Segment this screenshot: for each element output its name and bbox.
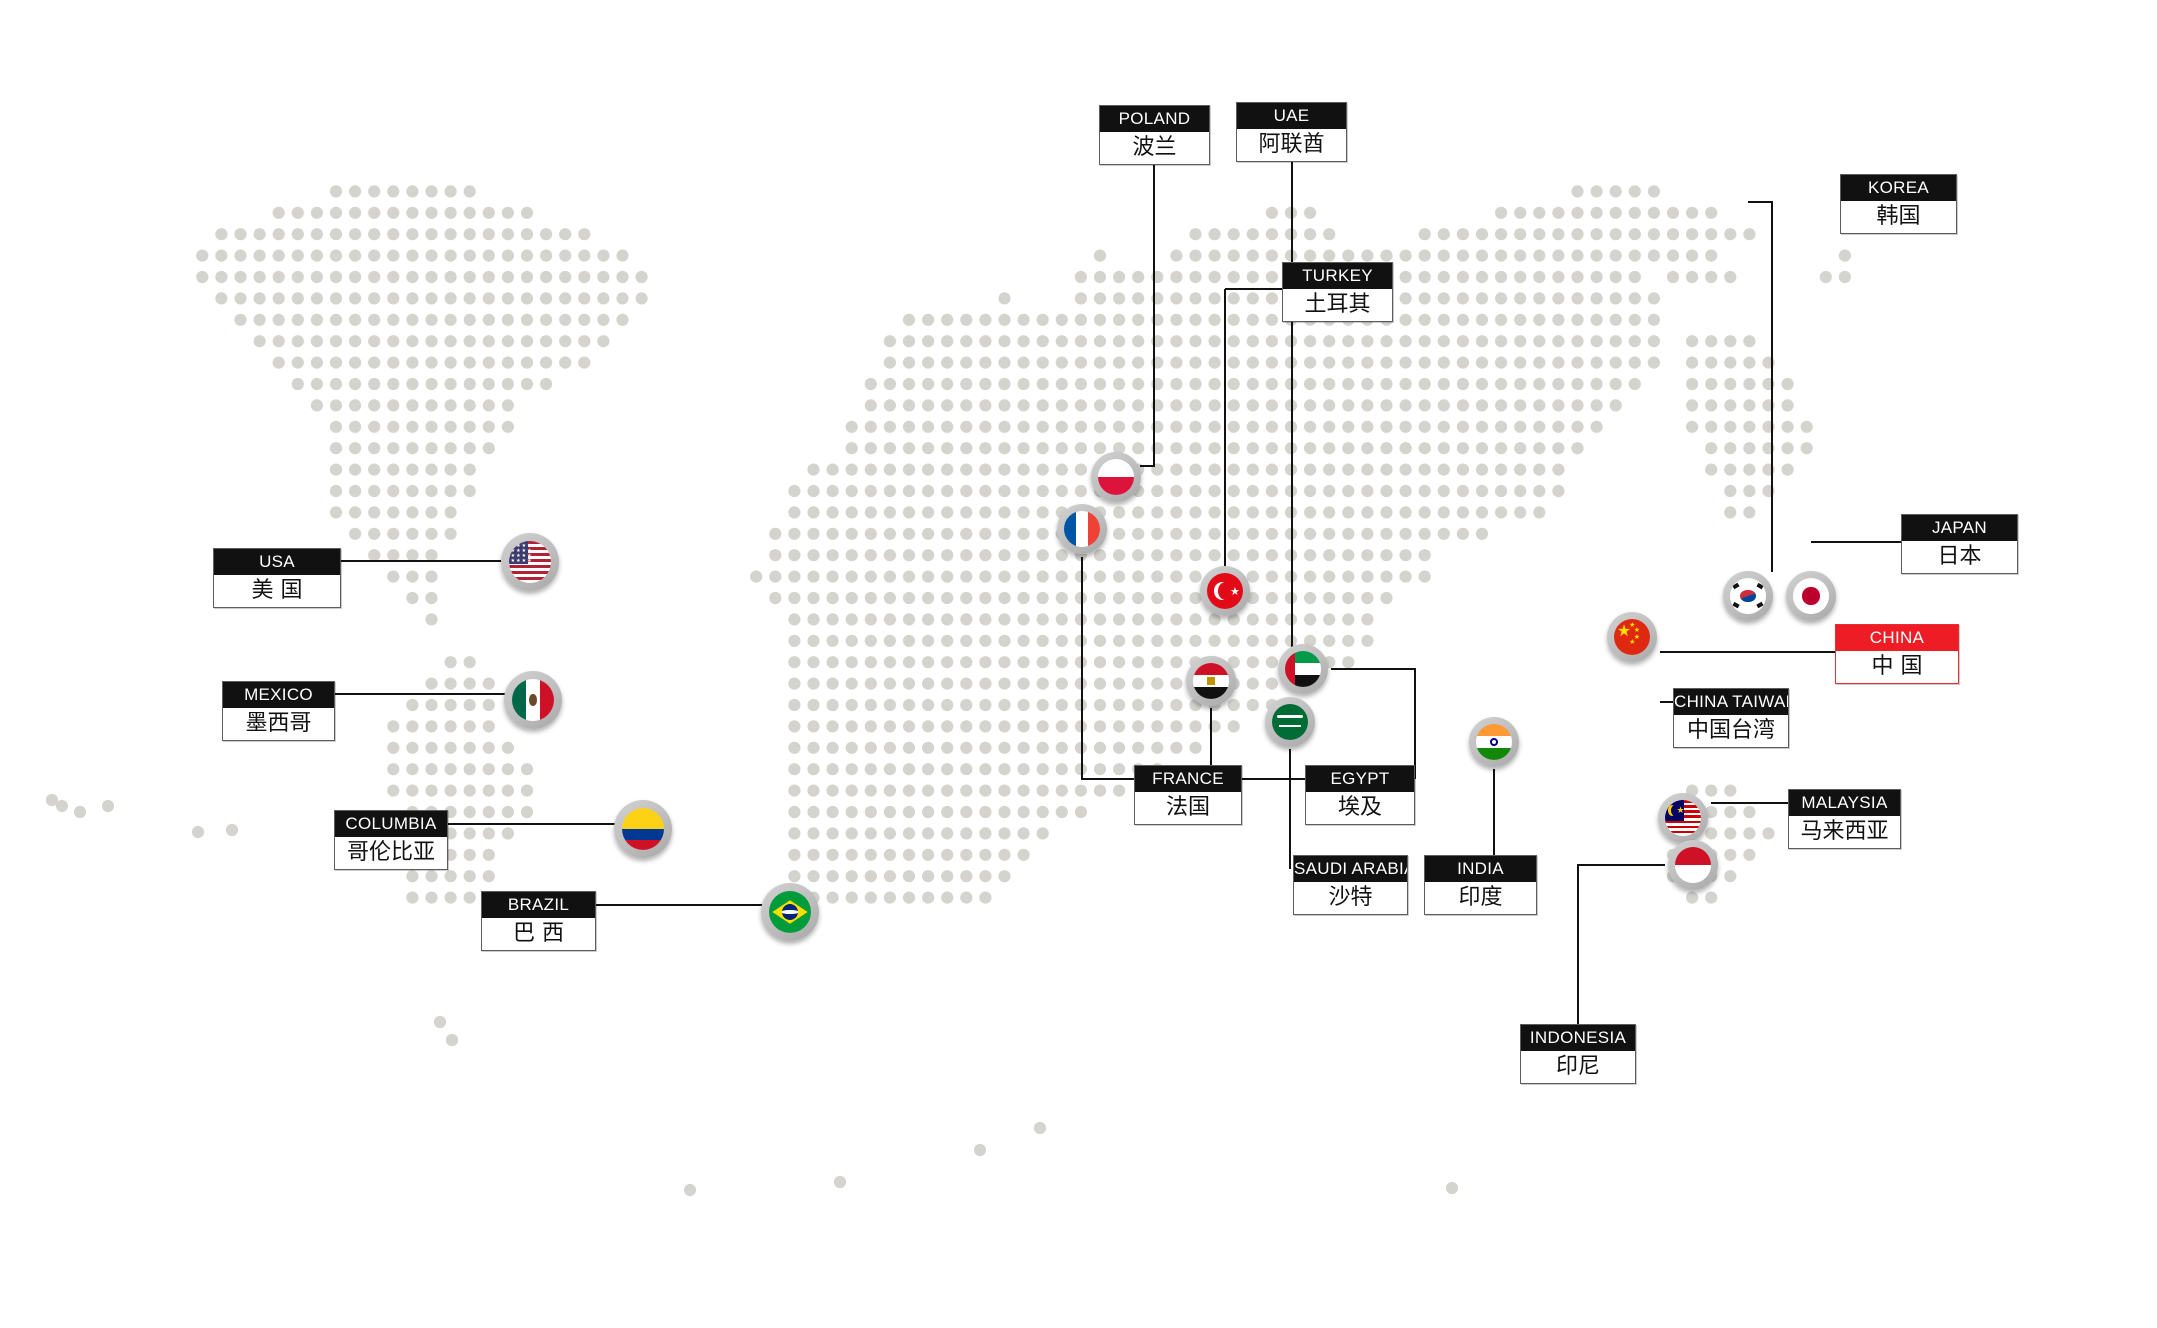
flag-marker-france[interactable] bbox=[1057, 504, 1107, 554]
flag-marker-columbia[interactable] bbox=[614, 800, 672, 858]
country-label-china[interactable]: CHINA 中 国 bbox=[1835, 624, 1959, 684]
france-flag bbox=[1064, 511, 1100, 547]
flag-marker-egypt[interactable] bbox=[1186, 656, 1236, 706]
china-flag: ★ ★ ★ ★ ★ bbox=[1614, 619, 1650, 655]
flag-marker-uae[interactable] bbox=[1278, 644, 1328, 694]
country-label-en-egypt: EGYPT bbox=[1306, 766, 1414, 792]
poland-flag bbox=[1098, 459, 1134, 495]
country-label-cn-columbia: 哥伦比亚 bbox=[346, 840, 435, 865]
country-label-cn-mexico: 墨西哥 bbox=[245, 711, 312, 736]
country-label-en-brazil: BRAZIL bbox=[482, 892, 595, 918]
flag-marker-turkey[interactable]: ★ bbox=[1200, 566, 1250, 616]
flag-marker-china[interactable]: ★ ★ ★ ★ ★ bbox=[1607, 612, 1657, 662]
india-flag bbox=[1476, 724, 1512, 760]
flag-marker-usa[interactable]: ★★★★ ★★★★ ★★★★ ★★★★ bbox=[501, 533, 559, 591]
country-label-en-malaysia: MALAYSIA bbox=[1789, 790, 1900, 816]
country-label-usa[interactable]: USA 美 国 bbox=[213, 548, 341, 608]
country-label-en-china: CHINA bbox=[1836, 625, 1958, 651]
country-label-cn-uae: 阿联酋 bbox=[1258, 132, 1325, 157]
country-label-en-india: INDIA bbox=[1425, 856, 1536, 882]
flag-marker-brazil[interactable] bbox=[761, 883, 819, 941]
country-label-korea[interactable]: KOREA 韩国 bbox=[1840, 174, 1957, 234]
country-label-en-mexico: MEXICO bbox=[223, 682, 334, 708]
flag-marker-malaysia[interactable]: ★ bbox=[1658, 793, 1708, 843]
country-label-cn-egypt: 埃及 bbox=[1337, 795, 1382, 820]
country-label-en-saudi-arabia: SAUDI ARABIA bbox=[1294, 856, 1407, 882]
japan-flag bbox=[1793, 578, 1829, 614]
country-label-cn-india: 印度 bbox=[1458, 885, 1503, 910]
country-label-egypt[interactable]: EGYPT 埃及 bbox=[1305, 765, 1415, 825]
malaysia-flag: ★ bbox=[1665, 800, 1701, 836]
country-label-en-indonesia: INDONESIA bbox=[1521, 1025, 1635, 1051]
brazil-flag bbox=[769, 891, 811, 933]
country-label-cn-china-taiwan: 中国台湾 bbox=[1686, 718, 1775, 743]
country-label-cn-turkey: 土耳其 bbox=[1304, 292, 1371, 317]
country-label-china-taiwan[interactable]: CHINA TAIWAN 中国台湾 bbox=[1673, 688, 1789, 748]
saudi-arabia-flag bbox=[1272, 704, 1308, 740]
country-label-japan[interactable]: JAPAN 日本 bbox=[1901, 514, 2018, 574]
turkey-flag: ★ bbox=[1207, 573, 1243, 609]
flag-marker-poland[interactable] bbox=[1091, 452, 1141, 502]
country-label-saudi-arabia[interactable]: SAUDI ARABIA 沙特 bbox=[1293, 855, 1408, 915]
country-label-cn-china: 中 国 bbox=[1871, 654, 1923, 679]
korea-flag bbox=[1730, 578, 1766, 614]
country-label-en-turkey: TURKEY bbox=[1283, 263, 1392, 289]
country-label-en-japan: JAPAN bbox=[1902, 515, 2017, 541]
country-label-en-poland: POLAND bbox=[1100, 106, 1209, 132]
country-label-en-china-taiwan: CHINA TAIWAN bbox=[1674, 689, 1788, 715]
country-label-malaysia[interactable]: MALAYSIA 马来西亚 bbox=[1788, 789, 1901, 849]
usa-flag: ★★★★ ★★★★ ★★★★ ★★★★ bbox=[509, 541, 551, 583]
flag-marker-japan[interactable] bbox=[1786, 571, 1836, 621]
country-label-en-columbia: COLUMBIA bbox=[335, 811, 447, 837]
country-label-columbia[interactable]: COLUMBIA 哥伦比亚 bbox=[334, 810, 448, 870]
country-label-cn-brazil: 巴 西 bbox=[513, 921, 564, 946]
flag-marker-mexico[interactable] bbox=[504, 671, 562, 729]
country-label-cn-indonesia: 印尼 bbox=[1555, 1054, 1600, 1079]
country-label-cn-japan: 日本 bbox=[1937, 544, 1982, 569]
country-label-cn-korea: 韩国 bbox=[1876, 204, 1921, 229]
flag-marker-saudi-arabia[interactable] bbox=[1265, 697, 1315, 747]
egypt-flag bbox=[1193, 663, 1229, 699]
uae-flag bbox=[1285, 651, 1321, 687]
country-label-en-uae: UAE bbox=[1237, 103, 1346, 129]
indonesia-flag bbox=[1675, 847, 1711, 883]
flag-marker-india[interactable] bbox=[1469, 717, 1519, 767]
country-label-en-france: FRANCE bbox=[1135, 766, 1241, 792]
country-label-uae[interactable]: UAE 阿联酋 bbox=[1236, 102, 1347, 162]
country-label-cn-malaysia: 马来西亚 bbox=[1800, 819, 1889, 844]
mexico-flag bbox=[512, 679, 554, 721]
country-label-en-usa: USA bbox=[214, 549, 340, 575]
columbia-flag bbox=[622, 808, 664, 850]
flag-marker-korea[interactable] bbox=[1723, 571, 1773, 621]
country-label-cn-france: 法国 bbox=[1165, 795, 1210, 820]
country-label-en-korea: KOREA bbox=[1841, 175, 1956, 201]
country-label-france[interactable]: FRANCE 法国 bbox=[1134, 765, 1242, 825]
country-label-indonesia[interactable]: INDONESIA 印尼 bbox=[1520, 1024, 1636, 1084]
flag-marker-indonesia[interactable] bbox=[1668, 840, 1718, 890]
country-label-cn-saudi-arabia: 沙特 bbox=[1328, 885, 1373, 910]
country-label-brazil[interactable]: BRAZIL 巴 西 bbox=[481, 891, 596, 951]
country-label-india[interactable]: INDIA 印度 bbox=[1424, 855, 1537, 915]
country-label-poland[interactable]: POLAND 波兰 bbox=[1099, 105, 1210, 165]
country-label-turkey[interactable]: TURKEY 土耳其 bbox=[1282, 262, 1393, 322]
country-label-cn-usa: 美 国 bbox=[251, 578, 303, 603]
country-label-mexico[interactable]: MEXICO 墨西哥 bbox=[222, 681, 335, 741]
country-label-cn-poland: 波兰 bbox=[1132, 135, 1177, 160]
